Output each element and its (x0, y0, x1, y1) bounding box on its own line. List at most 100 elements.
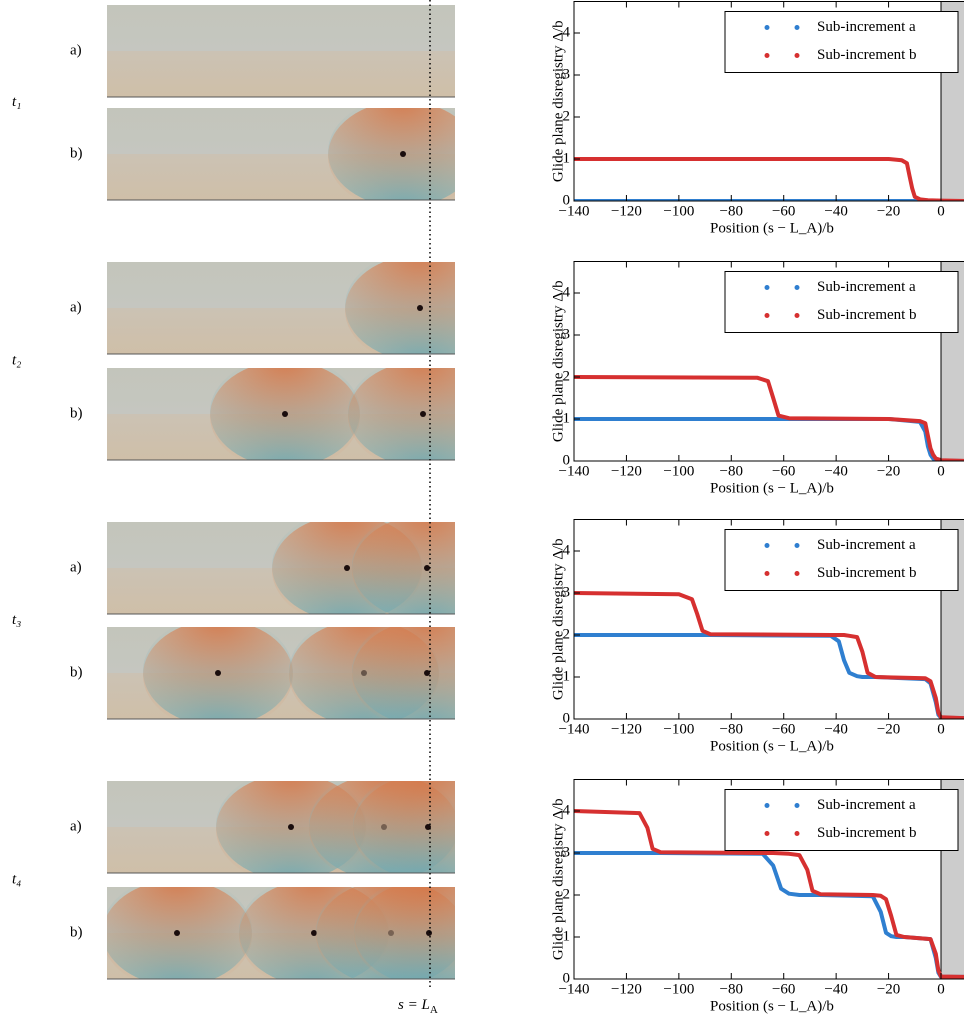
x-tick-label: −60 (772, 463, 795, 479)
y-tick-label: 4 (563, 542, 571, 558)
y-axis-label: Glide plane disregistry Δ/b (550, 280, 566, 442)
series-line (574, 157, 964, 201)
stress-lobe-bottom (348, 368, 455, 460)
dislocation-core (426, 930, 432, 936)
y-tick-label: 4 (563, 802, 571, 818)
x-axis-label: Position (s − L_A)/b (710, 480, 834, 496)
series-line (574, 375, 964, 461)
x-tick-label: −60 (772, 203, 795, 219)
x-tick-label: −120 (611, 203, 642, 219)
x-tick-label: −40 (824, 721, 847, 737)
stress-lobe-bottom (352, 627, 455, 719)
x-tick-label: −80 (720, 463, 743, 479)
x-tick-label: −100 (663, 203, 694, 219)
y-tick-label: 2 (563, 626, 571, 642)
y-tick-label: 0 (563, 452, 571, 468)
dislocation-core (417, 305, 423, 311)
legend-marker (764, 313, 770, 318)
field-image (107, 627, 455, 720)
time-label: t₄ (12, 871, 21, 887)
legend-marker (794, 803, 800, 808)
row-label: a) (70, 299, 82, 315)
dislocations (345, 262, 455, 354)
field-image (107, 108, 455, 201)
legend-marker (764, 285, 770, 290)
legend-marker (764, 831, 770, 836)
field-image (107, 368, 455, 461)
y-axis-label: Glide plane disregistry Δ/b (550, 798, 566, 960)
dislocation-core (344, 565, 350, 571)
x-tick-label: −80 (720, 721, 743, 737)
x-tick-label: −20 (877, 981, 900, 997)
y-tick-label: 0 (563, 192, 571, 208)
row-label: a) (70, 42, 82, 58)
chart: −140 −120 −100 −80 −60 −40 −20 0 0 1 2 3 4 Position (… (550, 519, 964, 754)
x-tick-label: 0 (937, 463, 945, 479)
dislocation-core (215, 670, 221, 676)
chart: −140 −120 −100 −80 −60 −40 −20 0 0 1 2 3 4 Position (… (550, 1, 964, 236)
row-label: b) (70, 924, 83, 940)
field-image (107, 522, 455, 615)
x-tick-label: 0 (937, 203, 945, 219)
y-tick-label: 4 (563, 284, 571, 300)
dislocation-core (288, 824, 294, 830)
y-tick-label: 3 (563, 66, 571, 82)
chart: −140 −120 −100 −80 −60 −40 −20 0 0 1 2 3 4 Position (… (550, 261, 964, 496)
legend-marker (764, 25, 770, 30)
legend-marker (794, 571, 800, 576)
x-tick-label: −20 (877, 463, 900, 479)
dislocations (143, 627, 455, 719)
dislocation-core (311, 930, 317, 936)
y-tick-label: 4 (563, 24, 571, 40)
y-tick-label: 1 (563, 150, 571, 166)
dislocations (107, 887, 455, 979)
row-label: b) (70, 664, 83, 680)
dislocations (272, 522, 455, 614)
x-tick-label: −120 (611, 981, 642, 997)
x-tick-label: −100 (663, 981, 694, 997)
legend-marker (764, 543, 770, 548)
legend-marker (794, 313, 800, 318)
dislocations (216, 781, 455, 873)
stress-lobe-bottom (345, 262, 455, 354)
marker-text: s = L (398, 997, 430, 1013)
legend-box (724, 11, 959, 73)
row-label: b) (70, 405, 83, 421)
dislocation-core (400, 151, 406, 157)
y-tick-label: 1 (563, 928, 571, 944)
y-tick-label: 3 (563, 326, 571, 342)
x-tick-label: −20 (877, 203, 900, 219)
row-label: b) (70, 145, 83, 161)
row-label: a) (70, 559, 82, 575)
x-tick-label: −120 (611, 721, 642, 737)
x-tick-label: −140 (559, 721, 590, 737)
y-tick-label: 2 (563, 368, 571, 384)
dislocation-core (424, 565, 430, 571)
legend-marker (794, 285, 800, 290)
x-axis-label: Position (s − L_A)/b (710, 738, 834, 754)
dislocation-core (282, 411, 288, 417)
legend-marker (794, 53, 800, 58)
marker-sub: A (430, 1004, 438, 1016)
dislocation-core (174, 930, 180, 936)
series-line (574, 809, 964, 979)
legend-marker (764, 803, 770, 808)
y-tick-label: 2 (563, 886, 571, 902)
y-tick-label: 1 (563, 668, 571, 684)
y-axis-label: Glide plane disregistry Δ/b (550, 20, 566, 182)
field-image (107, 262, 455, 355)
y-tick-label: 0 (563, 710, 571, 726)
stress-lobe-bottom (353, 781, 455, 873)
legend-label: Sub-increment a (817, 537, 916, 553)
legend-marker (764, 571, 770, 576)
legend-marker (794, 543, 800, 548)
x-tick-label: −40 (824, 981, 847, 997)
dislocation-core (424, 670, 430, 676)
legend-marker (794, 831, 800, 836)
series-line (574, 591, 964, 719)
y-tick-label: 2 (563, 108, 571, 124)
row-label: a) (70, 818, 82, 834)
x-tick-label: −140 (559, 463, 590, 479)
